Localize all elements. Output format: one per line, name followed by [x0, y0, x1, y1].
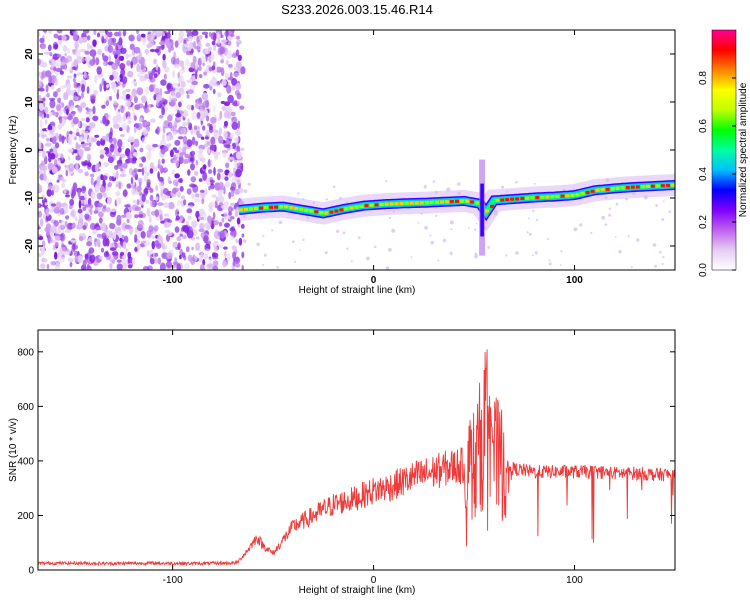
- vertical-streak-core: [480, 183, 484, 237]
- colorbar-tick-label: 0.6: [698, 119, 709, 133]
- spectrogram-y-tick-label: 0: [24, 147, 35, 153]
- snr-x-tick-label: 0: [371, 575, 377, 586]
- ridge-peaks: [238, 183, 675, 215]
- spectrogram-y-axis-label: Frequency (Hz): [8, 116, 19, 185]
- snr-panel: -100 0 100 0 200 400 600 800 Height of straight…: [8, 329, 676, 596]
- snr-x-tick-label: 100: [566, 575, 583, 586]
- colorbar-tick-label: 0.8: [698, 71, 709, 85]
- snr-axes: -100 0 100 0 200 400 600 800: [17, 330, 675, 586]
- colorbar-tick-label: 0.2: [698, 215, 709, 229]
- snr-x-axis-label: Height of straight line (km): [299, 585, 416, 596]
- colorbar-tick-label: 0.0: [698, 263, 709, 277]
- spectrogram-plot-area: [38, 30, 675, 270]
- snr-y-tick-label: 0: [28, 566, 34, 577]
- colorbar: 0.0 0.2 0.4 0.6 0.8 Normalized spectral ampl…: [698, 29, 749, 277]
- snr-y-tick-label: 400: [17, 456, 34, 467]
- spectrogram-y-tick-label: -10: [24, 190, 35, 205]
- colorbar-tick-label: 0.4: [698, 167, 709, 181]
- spectrogram-x-tick-label: 0: [371, 275, 377, 286]
- snr-y-tick-label: 800: [17, 347, 34, 358]
- spectral-ridge: [237, 159, 675, 256]
- spectrogram-x-tick-label: 100: [566, 275, 583, 286]
- figure-title: S233.2026.003.15.46.R14: [281, 2, 433, 17]
- snr-plot-area: [38, 349, 675, 567]
- spectrogram-y-tick-label: 10: [24, 96, 35, 108]
- spectrogram-x-tick-label: -100: [163, 275, 183, 286]
- snr-y-tick-label: 200: [17, 511, 34, 522]
- snr-series-line: [38, 349, 675, 567]
- spectrogram-x-axis-label: Height of straight line (km): [299, 285, 416, 296]
- snr-y-axis-label: SNR (10 * v/v): [8, 418, 19, 482]
- spectrogram-y-tick-label: -20: [24, 238, 35, 253]
- snr-y-tick-label: 600: [17, 402, 34, 413]
- noise-speckles: [38, 30, 672, 270]
- snr-frame: [37, 329, 676, 571]
- colorbar-gradient: [711, 29, 737, 271]
- spectrogram-y-tick-label: 20: [24, 48, 35, 60]
- snr-x-tick-label: -100: [163, 575, 183, 586]
- colorbar-ticks: 0.0 0.2 0.4 0.6 0.8: [698, 71, 736, 277]
- colorbar-label: Normalized spectral amplitude: [738, 82, 749, 217]
